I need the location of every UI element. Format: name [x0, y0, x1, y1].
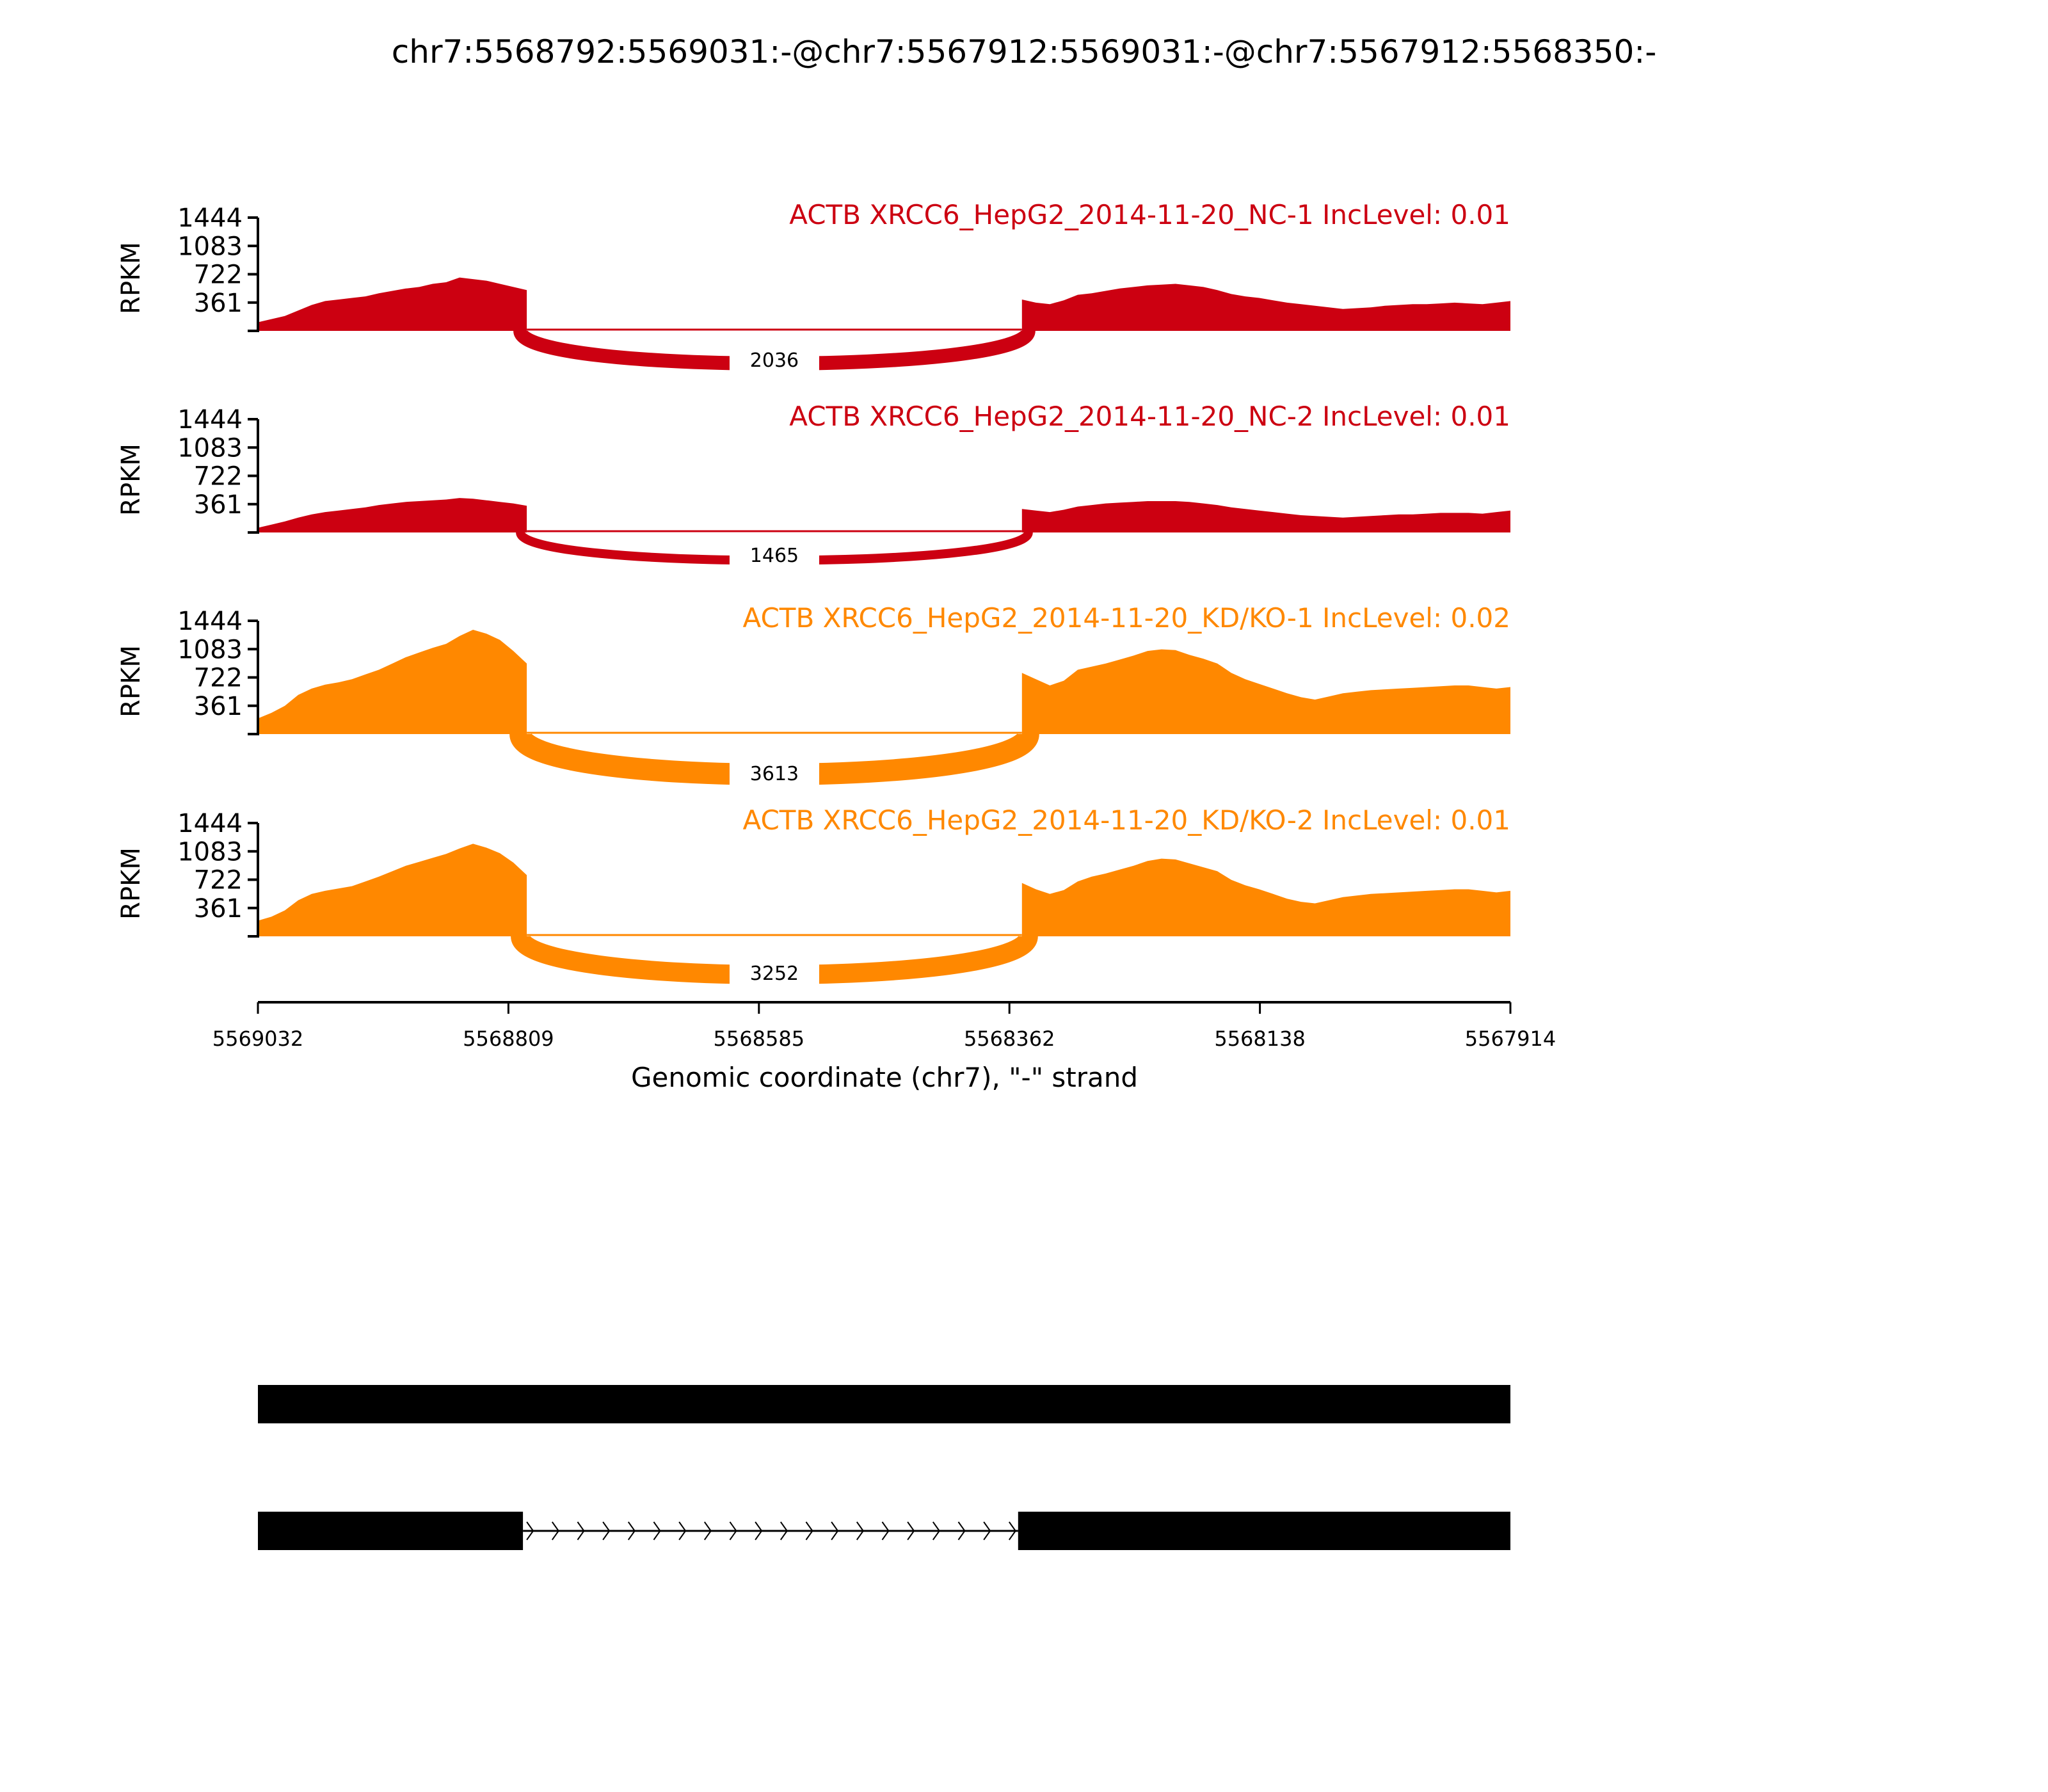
y-tick-label: 361 — [194, 692, 243, 721]
y-tick-label: 1444 — [177, 405, 243, 435]
strand-arrow-icon — [957, 1521, 966, 1540]
y-tick-label: 1083 — [177, 232, 243, 261]
y-axis-label: RPKM — [116, 242, 146, 314]
junction-label-bg — [729, 538, 819, 568]
track-title: ACTB XRCC6_HepG2_2014-11-20_KD/KO-2 IncL… — [742, 804, 1510, 836]
y-axis-label: RPKM — [116, 645, 146, 717]
track-title: ACTB XRCC6_HepG2_2014-11-20_KD/KO-1 IncL… — [742, 602, 1510, 634]
y-tick-label: 1083 — [177, 433, 243, 463]
coverage-exon1 — [258, 630, 527, 734]
strand-arrow-icon — [653, 1521, 661, 1540]
strand-arrow-icon — [831, 1521, 839, 1540]
y-tick-label: 361 — [194, 289, 243, 318]
strand-arrow-icon — [703, 1521, 712, 1540]
strand-arrow-icon — [983, 1521, 991, 1540]
strand-arrow-icon — [627, 1521, 636, 1540]
x-tick-label: 5567914 — [1465, 1027, 1556, 1051]
track-title: ACTB XRCC6_HepG2_2014-11-20_NC-2 IncLeve… — [789, 401, 1510, 432]
gene-models — [258, 1385, 1510, 1550]
chart-title: chr7:5568792:5569031:-@chr7:5567912:5569… — [392, 33, 1656, 70]
junction-count: 3613 — [750, 763, 799, 785]
x-tick-label: 5568362 — [964, 1027, 1055, 1051]
y-tick-label: 361 — [194, 894, 243, 924]
x-tick-label: 5568585 — [714, 1027, 805, 1051]
y-tick-label: 1444 — [177, 204, 243, 233]
strand-arrow-icon — [755, 1521, 763, 1540]
coverage-exon2 — [1021, 858, 1510, 936]
strand-arrow-icon — [602, 1521, 611, 1540]
y-tick-label: 722 — [194, 462, 243, 492]
y-tick-label: 722 — [194, 664, 243, 693]
y-tick-label: 1083 — [177, 635, 243, 664]
strand-arrow-icon — [881, 1521, 890, 1540]
junction-label-bg — [729, 756, 819, 787]
strand-arrow-icon — [932, 1521, 941, 1540]
strand-arrow-icon — [526, 1521, 534, 1540]
y-tick-label: 361 — [194, 490, 243, 520]
y-tick-label: 1444 — [177, 607, 243, 636]
y-tick-label: 1444 — [177, 809, 243, 838]
strand-arrow-icon — [678, 1521, 687, 1540]
coverage-exon1 — [258, 277, 527, 331]
coverage-exon1 — [258, 498, 527, 532]
junction-label-bg — [729, 956, 819, 986]
y-tick-label: 722 — [194, 866, 243, 895]
junction-count: 1465 — [750, 545, 799, 567]
coverage-exon2 — [1021, 284, 1510, 331]
coverage-exon2 — [1021, 501, 1510, 532]
y-tick-label: 1083 — [177, 837, 243, 867]
y-axis-label: RPKM — [116, 444, 146, 516]
coverage-exon2 — [1021, 649, 1510, 734]
x-axis: 5569032 5568809 5568585 5568362 5568138 55679… — [212, 1001, 1556, 1051]
y-axis-label: RPKM — [116, 847, 146, 920]
strand-arrow-icon — [729, 1521, 737, 1540]
exon-block — [258, 1512, 524, 1550]
y-tick-label: 722 — [194, 260, 243, 290]
exon-block — [258, 1385, 1510, 1423]
x-tick-label: 5569032 — [212, 1027, 304, 1051]
exon-block — [1018, 1512, 1510, 1550]
strand-arrow-icon — [551, 1521, 560, 1540]
strand-arrow-icon — [1008, 1521, 1017, 1540]
junction-count: 2036 — [750, 349, 799, 372]
x-tick-label: 5568809 — [463, 1027, 554, 1051]
junction-label-bg — [729, 342, 819, 373]
strand-arrow-icon — [577, 1521, 585, 1540]
strand-arrow-icon — [907, 1521, 915, 1540]
coverage-exon1 — [258, 844, 527, 936]
junction-count: 3252 — [750, 963, 799, 985]
strand-arrow-icon — [780, 1521, 788, 1540]
strand-arrow-icon — [805, 1521, 813, 1540]
x-axis-label: Genomic coordinate (chr7), "-" strand — [631, 1062, 1138, 1093]
track-title: ACTB XRCC6_HepG2_2014-11-20_NC-1 IncLeve… — [789, 199, 1510, 230]
strand-arrow-icon — [856, 1521, 865, 1540]
x-tick-label: 5568138 — [1214, 1027, 1306, 1051]
